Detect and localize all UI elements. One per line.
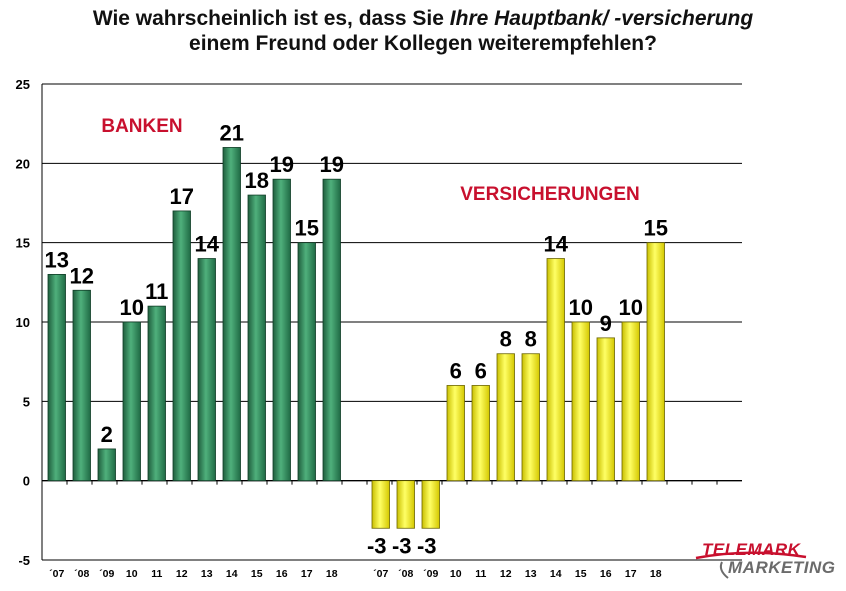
x-tick-label: ´08 [74, 568, 89, 580]
data-label: 19 [270, 152, 294, 177]
bar [571, 321, 590, 482]
x-tick-label: 14 [226, 568, 238, 580]
bar [621, 321, 640, 482]
y-tick-label: 0 [23, 474, 30, 489]
x-tick-label: 17 [301, 568, 313, 580]
data-label: 13 [45, 247, 69, 272]
data-label: 17 [170, 184, 194, 209]
annotation-versicherungen: VERSICHERUNGEN [460, 184, 639, 205]
bar [297, 242, 316, 482]
x-tick-label: 13 [201, 568, 213, 580]
y-tick-label: 5 [23, 394, 30, 409]
logo-swoosh-icon [695, 551, 807, 579]
chart-title-line1: Wie wahrscheinlich ist es, dass Sie Ihre… [0, 6, 846, 31]
data-label: 11 [145, 279, 168, 304]
data-label: 6 [450, 358, 462, 383]
telemark-marketing-logo: TELEMARK MARKETING [688, 540, 840, 582]
data-label: -3 [367, 533, 387, 558]
bar [147, 305, 166, 482]
x-tick-label: 18 [650, 568, 662, 580]
data-label: -3 [392, 533, 412, 558]
data-label: 19 [320, 152, 344, 177]
bar [596, 337, 615, 482]
title-italic: Ihre Hauptbank/ -versicherung [449, 7, 754, 30]
data-label: 15 [644, 216, 668, 241]
x-tick-label: 12 [500, 568, 512, 580]
logo-line1: TELEMARK [702, 540, 801, 559]
data-label: 12 [70, 263, 94, 288]
x-tick-label: ´09 [99, 568, 114, 580]
x-tick-label: 11 [475, 568, 486, 580]
bar [122, 321, 141, 482]
x-tick-label: ´08 [398, 568, 413, 580]
x-tick-label: ´07 [373, 568, 388, 580]
data-label: 8 [500, 327, 512, 352]
data-label: 8 [525, 327, 537, 352]
chart-title: Wie wahrscheinlich ist es, dass Sie Ihre… [0, 6, 846, 56]
data-label: 15 [295, 216, 319, 241]
bar [172, 210, 191, 482]
y-tick-label: 15 [16, 236, 30, 251]
x-tick-label: ´09 [423, 568, 438, 580]
bar [272, 178, 291, 482]
bar [222, 147, 241, 482]
x-tick-label: 13 [525, 568, 537, 580]
x-tick-label: 14 [550, 568, 562, 580]
bar [421, 480, 440, 529]
chart-title-line2: einem Freund oder Kollegen weiterempfehl… [189, 32, 657, 55]
bar [496, 353, 515, 482]
x-tick-label: 16 [276, 568, 288, 580]
bar [471, 385, 490, 482]
bar [396, 480, 415, 529]
bar [197, 258, 216, 482]
x-tick-label: 16 [600, 568, 612, 580]
bar [371, 480, 390, 529]
x-tick-label: 10 [450, 568, 462, 580]
bar [446, 385, 465, 482]
title-prefix: Wie wahrscheinlich ist es, dass Sie [92, 7, 450, 30]
bar [322, 178, 341, 482]
bar [47, 273, 66, 482]
data-label: 14 [544, 232, 569, 257]
data-label: 21 [220, 120, 244, 145]
x-tick-label: 15 [575, 568, 587, 580]
bar [247, 194, 266, 482]
x-tick-label: 18 [326, 568, 338, 580]
bar [546, 258, 565, 482]
bar [72, 289, 91, 482]
x-tick-label: 15 [251, 568, 263, 580]
x-tick-label: ´07 [49, 568, 64, 580]
x-tick-label: 12 [176, 568, 188, 580]
data-label: 10 [619, 295, 643, 320]
x-tick-label: 10 [126, 568, 138, 580]
y-tick-label: 25 [16, 77, 30, 92]
data-label: 14 [195, 232, 220, 257]
data-label: 10 [120, 295, 144, 320]
bar [97, 448, 116, 482]
data-label: -3 [417, 533, 437, 558]
data-label: 2 [101, 422, 113, 447]
data-label: 18 [245, 168, 269, 193]
x-tick-label: 17 [625, 568, 637, 580]
y-tick-label: 10 [16, 315, 30, 330]
annotation-banken: BANKEN [101, 116, 182, 137]
bar [521, 353, 540, 482]
data-label: 10 [569, 295, 593, 320]
logo-line2: MARKETING [728, 558, 836, 577]
y-tick-label: -5 [18, 553, 30, 568]
data-label: 6 [475, 358, 487, 383]
y-tick-label: 20 [16, 156, 30, 171]
data-label: 9 [600, 311, 612, 336]
x-tick-label: 11 [151, 568, 162, 580]
bar [646, 242, 665, 482]
